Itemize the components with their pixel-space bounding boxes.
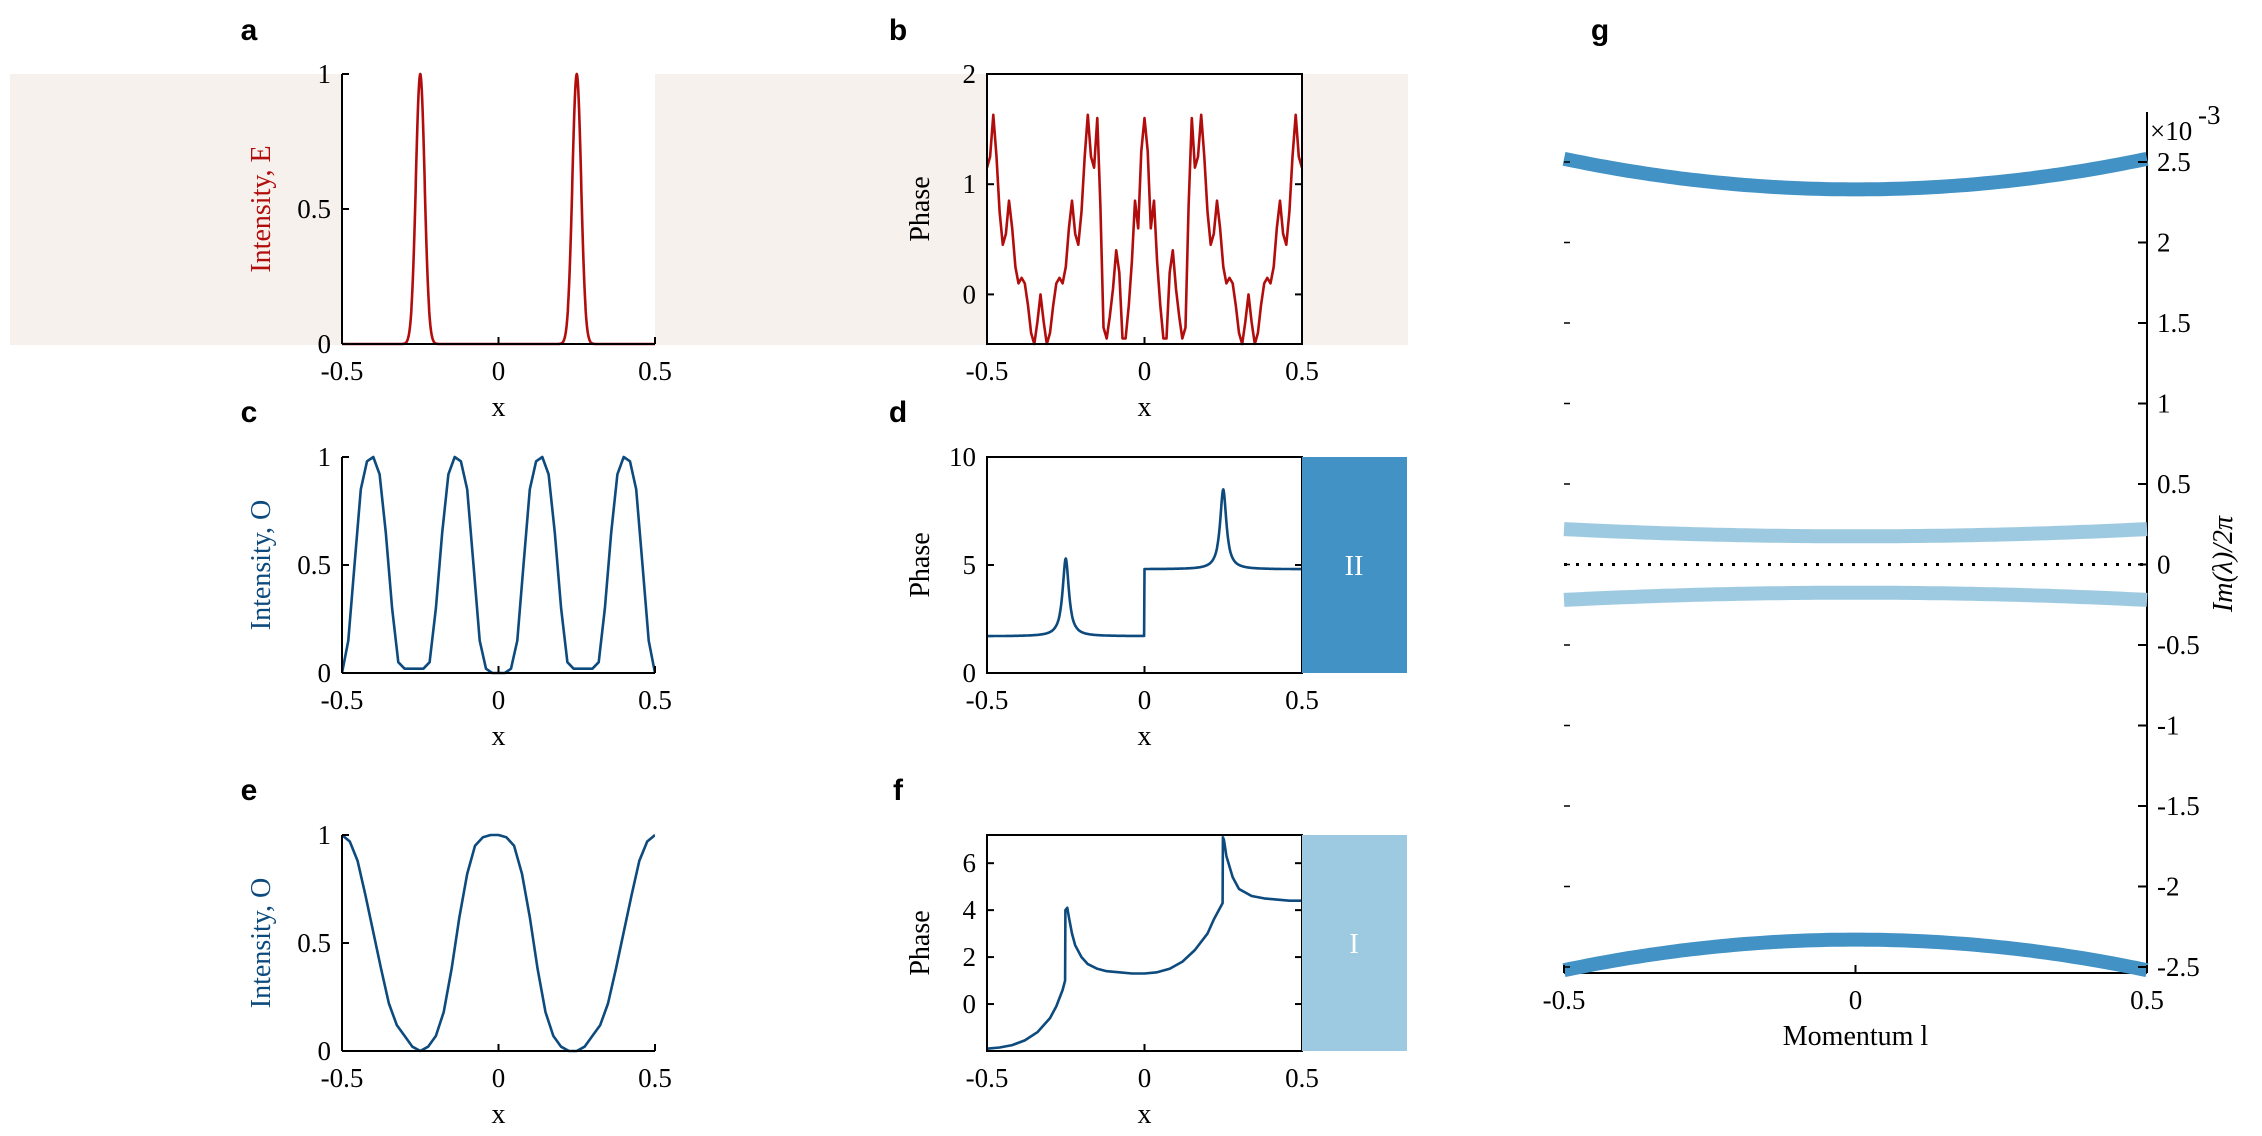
- y-tick-label-d: 10: [949, 442, 976, 472]
- side-block-d: [1302, 457, 1407, 673]
- band-curve-4: [1563, 585, 2148, 607]
- y-tick-label-a: 1: [318, 59, 332, 89]
- x-tick-label-b: 0: [1138, 356, 1152, 386]
- x-tick-label-e: 0: [492, 1063, 506, 1093]
- y-axis-label-c: Intensity, O: [246, 500, 277, 630]
- x-tick-label-e: -0.5: [321, 1063, 364, 1093]
- x-axis-label-b: x: [1138, 392, 1152, 423]
- y-tick-label-g: -1.5: [2157, 791, 2200, 821]
- y-tick-label-g: 0: [2157, 550, 2171, 580]
- y-tick-label-c: 1: [318, 442, 332, 472]
- y-tick-label-g: -2.5: [2157, 952, 2200, 982]
- panel-label-g: g: [1591, 14, 1609, 47]
- series-line-c: [342, 455, 655, 675]
- x-tick-label-c: 0: [492, 685, 506, 715]
- y-tick-label-g: 0.5: [2157, 469, 2191, 499]
- y-tick-label-f: 0: [963, 989, 977, 1019]
- y-tick-label-g: 2: [2157, 228, 2171, 258]
- x-tick-label-c: 0.5: [638, 685, 672, 715]
- x-tick-label-f: 0: [1138, 1063, 1152, 1093]
- y-tick-label-d: 0: [963, 658, 977, 688]
- panel-label-a: a: [241, 14, 258, 47]
- x-tick-label-a: -0.5: [321, 356, 364, 386]
- x-axis-label-c: x: [492, 721, 506, 752]
- band-curve-1: [1562, 151, 2149, 197]
- side-block-f: [1302, 835, 1407, 1051]
- y-tick-label-g: -0.5: [2157, 630, 2200, 660]
- y-exponent-g: ×10: [2150, 116, 2192, 146]
- x-axis-label-d: x: [1138, 721, 1152, 752]
- band-curve-2: [1562, 932, 2149, 978]
- band-curve-3: [1563, 522, 2148, 544]
- panel-label-e: e: [241, 774, 258, 807]
- x-axis-label-a: x: [492, 392, 506, 423]
- panel-label-c: c: [241, 396, 258, 429]
- x-tick-label-g: 0: [1849, 985, 1863, 1015]
- x-tick-label-b: -0.5: [966, 356, 1009, 386]
- y-tick-label-e: 1: [318, 820, 332, 850]
- x-tick-label-f: 0.5: [1285, 1063, 1319, 1093]
- y-tick-label-b: 0: [963, 279, 977, 309]
- x-tick-label-d: 0.5: [1285, 685, 1319, 715]
- x-tick-label-e: 0.5: [638, 1063, 672, 1093]
- x-axis-label-g: Momentum l: [1783, 1021, 1929, 1052]
- series-line-e: [342, 833, 655, 1053]
- y-exponent-power-g: -3: [2198, 100, 2221, 130]
- plot-area-b: [987, 74, 1302, 344]
- y-tick-label-g: -2: [2157, 872, 2180, 902]
- y-tick-label-f: 4: [963, 895, 977, 925]
- y-tick-label-f: 6: [963, 848, 977, 878]
- series-line-f: [987, 836, 1302, 1050]
- y-tick-label-a: 0: [318, 329, 332, 359]
- y-axis-label-d: Phase: [905, 532, 936, 597]
- x-axis-label-f: x: [1138, 1099, 1152, 1130]
- axes-box-f: [986, 834, 1303, 1052]
- x-tick-label-f: -0.5: [966, 1063, 1009, 1093]
- y-tick-label-a: 0.5: [297, 194, 331, 224]
- y-tick-label-c: 0: [318, 658, 332, 688]
- x-tick-label-d: 0: [1138, 685, 1152, 715]
- y-axis-label-b: Phase: [905, 176, 936, 241]
- y-tick-label-e: 0.5: [297, 928, 331, 958]
- y-axis-label-g: Im(λ)/2π: [2208, 515, 2239, 613]
- y-tick-label-f: 2: [963, 942, 977, 972]
- side-block-label-f: I: [1349, 929, 1358, 960]
- x-axis-label-e: x: [492, 1099, 506, 1130]
- y-tick-label-b: 1: [963, 169, 977, 199]
- x-tick-label-c: -0.5: [321, 685, 364, 715]
- x-tick-label-g: 0.5: [2130, 985, 2164, 1015]
- y-tick-label-g: 1: [2157, 389, 2171, 419]
- y-axis-label-e: Intensity, O: [246, 878, 277, 1008]
- y-tick-label-g: 1.5: [2157, 308, 2191, 338]
- x-tick-label-g: -0.5: [1543, 985, 1586, 1015]
- plot-area-a: [342, 74, 655, 344]
- series-line-d: [987, 488, 1302, 638]
- y-tick-label-d: 5: [963, 550, 977, 580]
- x-tick-label-d: -0.5: [966, 685, 1009, 715]
- panel-label-f: f: [893, 774, 904, 807]
- panel-label-b: b: [889, 14, 907, 47]
- axes-box-d: [986, 456, 1303, 674]
- panel-label-d: d: [889, 396, 907, 429]
- x-tick-label-a: 0: [492, 356, 506, 386]
- y-tick-label-g: 2.5: [2157, 147, 2191, 177]
- x-tick-label-a: 0.5: [638, 356, 672, 386]
- x-tick-label-b: 0.5: [1285, 356, 1319, 386]
- y-tick-label-e: 0: [318, 1036, 332, 1066]
- y-tick-label-b: 2: [963, 59, 977, 89]
- y-tick-label-c: 0.5: [297, 550, 331, 580]
- side-block-label-d: II: [1345, 551, 1364, 582]
- series-line-b: [987, 113, 1302, 346]
- y-tick-label-g: -1: [2157, 711, 2180, 741]
- y-axis-label-a: Intensity, E: [246, 145, 277, 272]
- y-axis-label-f: Phase: [905, 910, 936, 975]
